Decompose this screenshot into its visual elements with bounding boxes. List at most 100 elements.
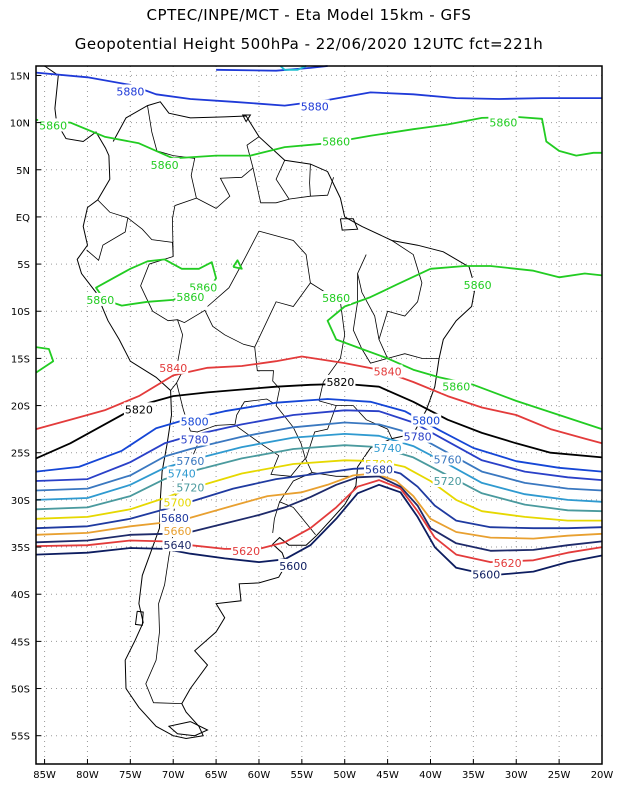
- lon-label: 35W: [462, 770, 485, 781]
- contour-lines: [35, 65, 603, 577]
- border-segment: [352, 254, 440, 364]
- contour-label: 5740: [374, 442, 402, 455]
- contour-label-bg: [179, 414, 210, 428]
- contour-label-bg: [162, 538, 193, 552]
- lat-label: 10N: [10, 119, 30, 130]
- lat-label: 45S: [11, 637, 30, 648]
- coastline-segment: [339, 218, 359, 231]
- border-segment: [318, 400, 393, 439]
- lat-label: 15N: [10, 71, 30, 82]
- lon-label: 75W: [119, 770, 142, 781]
- contour-label-bg: [488, 115, 519, 129]
- lat-label: 20S: [11, 402, 30, 413]
- contour-label-bg: [115, 84, 146, 98]
- contour-line: [35, 472, 603, 540]
- coastline-segment: [241, 114, 252, 122]
- contour-label: 5680: [161, 512, 189, 525]
- contour-label-bg: [462, 277, 493, 291]
- contour-label-bg: [321, 291, 352, 305]
- contour-label-bg: [149, 158, 180, 172]
- coastline-segment: [134, 610, 144, 626]
- contour-label: 5880: [116, 85, 144, 98]
- contour-label-bg: [158, 360, 189, 374]
- lon-label: 20W: [591, 770, 614, 781]
- contour-line: [279, 65, 307, 71]
- border-segment: [236, 425, 306, 477]
- contour-label: 5600: [279, 560, 307, 573]
- contour-label: 5860: [464, 279, 492, 292]
- contour-label-bg: [299, 99, 330, 113]
- contour-label: 5840: [374, 366, 402, 379]
- contour-label: 5620: [494, 557, 522, 570]
- contour-labels: 5880 5880 5860 5860 5860 5860 5860 5860 5860 5860…: [38, 84, 523, 581]
- contour-label-bg: [402, 429, 433, 443]
- border-segment: [147, 105, 197, 257]
- contour-label: 5680: [365, 464, 393, 477]
- contour-label: 5720: [176, 482, 204, 495]
- contour-label: 5620: [232, 545, 260, 558]
- contour-label-bg: [325, 374, 356, 388]
- contour-label: 5800: [181, 416, 209, 429]
- contour-label-bg: [432, 474, 463, 488]
- border-segment: [305, 405, 337, 459]
- lat-label: 25S: [11, 449, 30, 460]
- contour-label-bg: [123, 402, 154, 416]
- contour-line: [35, 421, 603, 492]
- contour-label: 5700: [164, 497, 192, 510]
- border-segment: [254, 230, 311, 348]
- contour-label-bg: [411, 413, 442, 427]
- lon-label: 40W: [419, 770, 442, 781]
- contour-label-bg: [372, 364, 403, 378]
- contour-line: [35, 459, 602, 522]
- border-segment: [207, 230, 260, 307]
- contour-label-bg: [278, 558, 309, 572]
- contour-label: 5780: [404, 431, 432, 444]
- contour-line: [35, 355, 603, 445]
- contour-label: 5600: [472, 568, 500, 581]
- coastline-segment: [44, 65, 476, 740]
- contour-label-bg: [321, 134, 352, 148]
- lat-label: 55S: [11, 732, 30, 743]
- contour-label: 5800: [412, 415, 440, 428]
- lat-label: 35S: [11, 543, 30, 554]
- border-segment: [378, 240, 423, 340]
- contour-line: [35, 398, 603, 473]
- lon-label: 45W: [376, 770, 399, 781]
- contour-label-bg: [492, 556, 523, 570]
- lat-label: 30S: [11, 496, 30, 507]
- contour-label-bg: [179, 432, 210, 446]
- lat-label: EQ: [16, 213, 30, 224]
- contour-line: [35, 409, 603, 482]
- contour-label: 5860: [489, 117, 517, 130]
- contour-line: [326, 267, 603, 430]
- contour-label: 5860: [442, 381, 470, 394]
- border-segment: [127, 217, 174, 257]
- contour-line: [35, 444, 603, 513]
- lon-label: 80W: [76, 770, 99, 781]
- border-segment: [196, 136, 260, 209]
- contour-label: 5860: [176, 291, 204, 304]
- contour-label-bg: [162, 495, 193, 509]
- map-subtitle: Geopotential Height 500hPa - 22/06/2020 …: [74, 35, 544, 53]
- border-segment: [145, 319, 199, 704]
- contour-label-bg: [38, 118, 69, 132]
- contour-label: 5640: [164, 539, 192, 552]
- contour-label: 5740: [168, 467, 196, 480]
- lon-label: 30W: [505, 770, 528, 781]
- axis-ticks: 15N 10N 5N EQ 5S 10S 15S 20S 25S 30S 35S 40S 45S 50S 5…: [10, 71, 614, 781]
- contour-label: 5760: [176, 455, 204, 468]
- contour-label: 5860: [151, 159, 179, 172]
- contour-label: 5840: [159, 362, 187, 375]
- contour-label: 5820: [125, 403, 153, 416]
- border-segment: [275, 160, 290, 200]
- coastline: [44, 65, 476, 740]
- lat-label: 50S: [11, 685, 30, 696]
- lat-label: 5N: [16, 166, 30, 177]
- contour-label: 5660: [164, 525, 192, 538]
- contour-label-bg: [471, 567, 502, 581]
- lat-label: 5S: [17, 260, 30, 271]
- contour-label: 5880: [301, 101, 329, 114]
- lon-label: 50W: [333, 770, 356, 781]
- lat-label: 15S: [11, 354, 30, 365]
